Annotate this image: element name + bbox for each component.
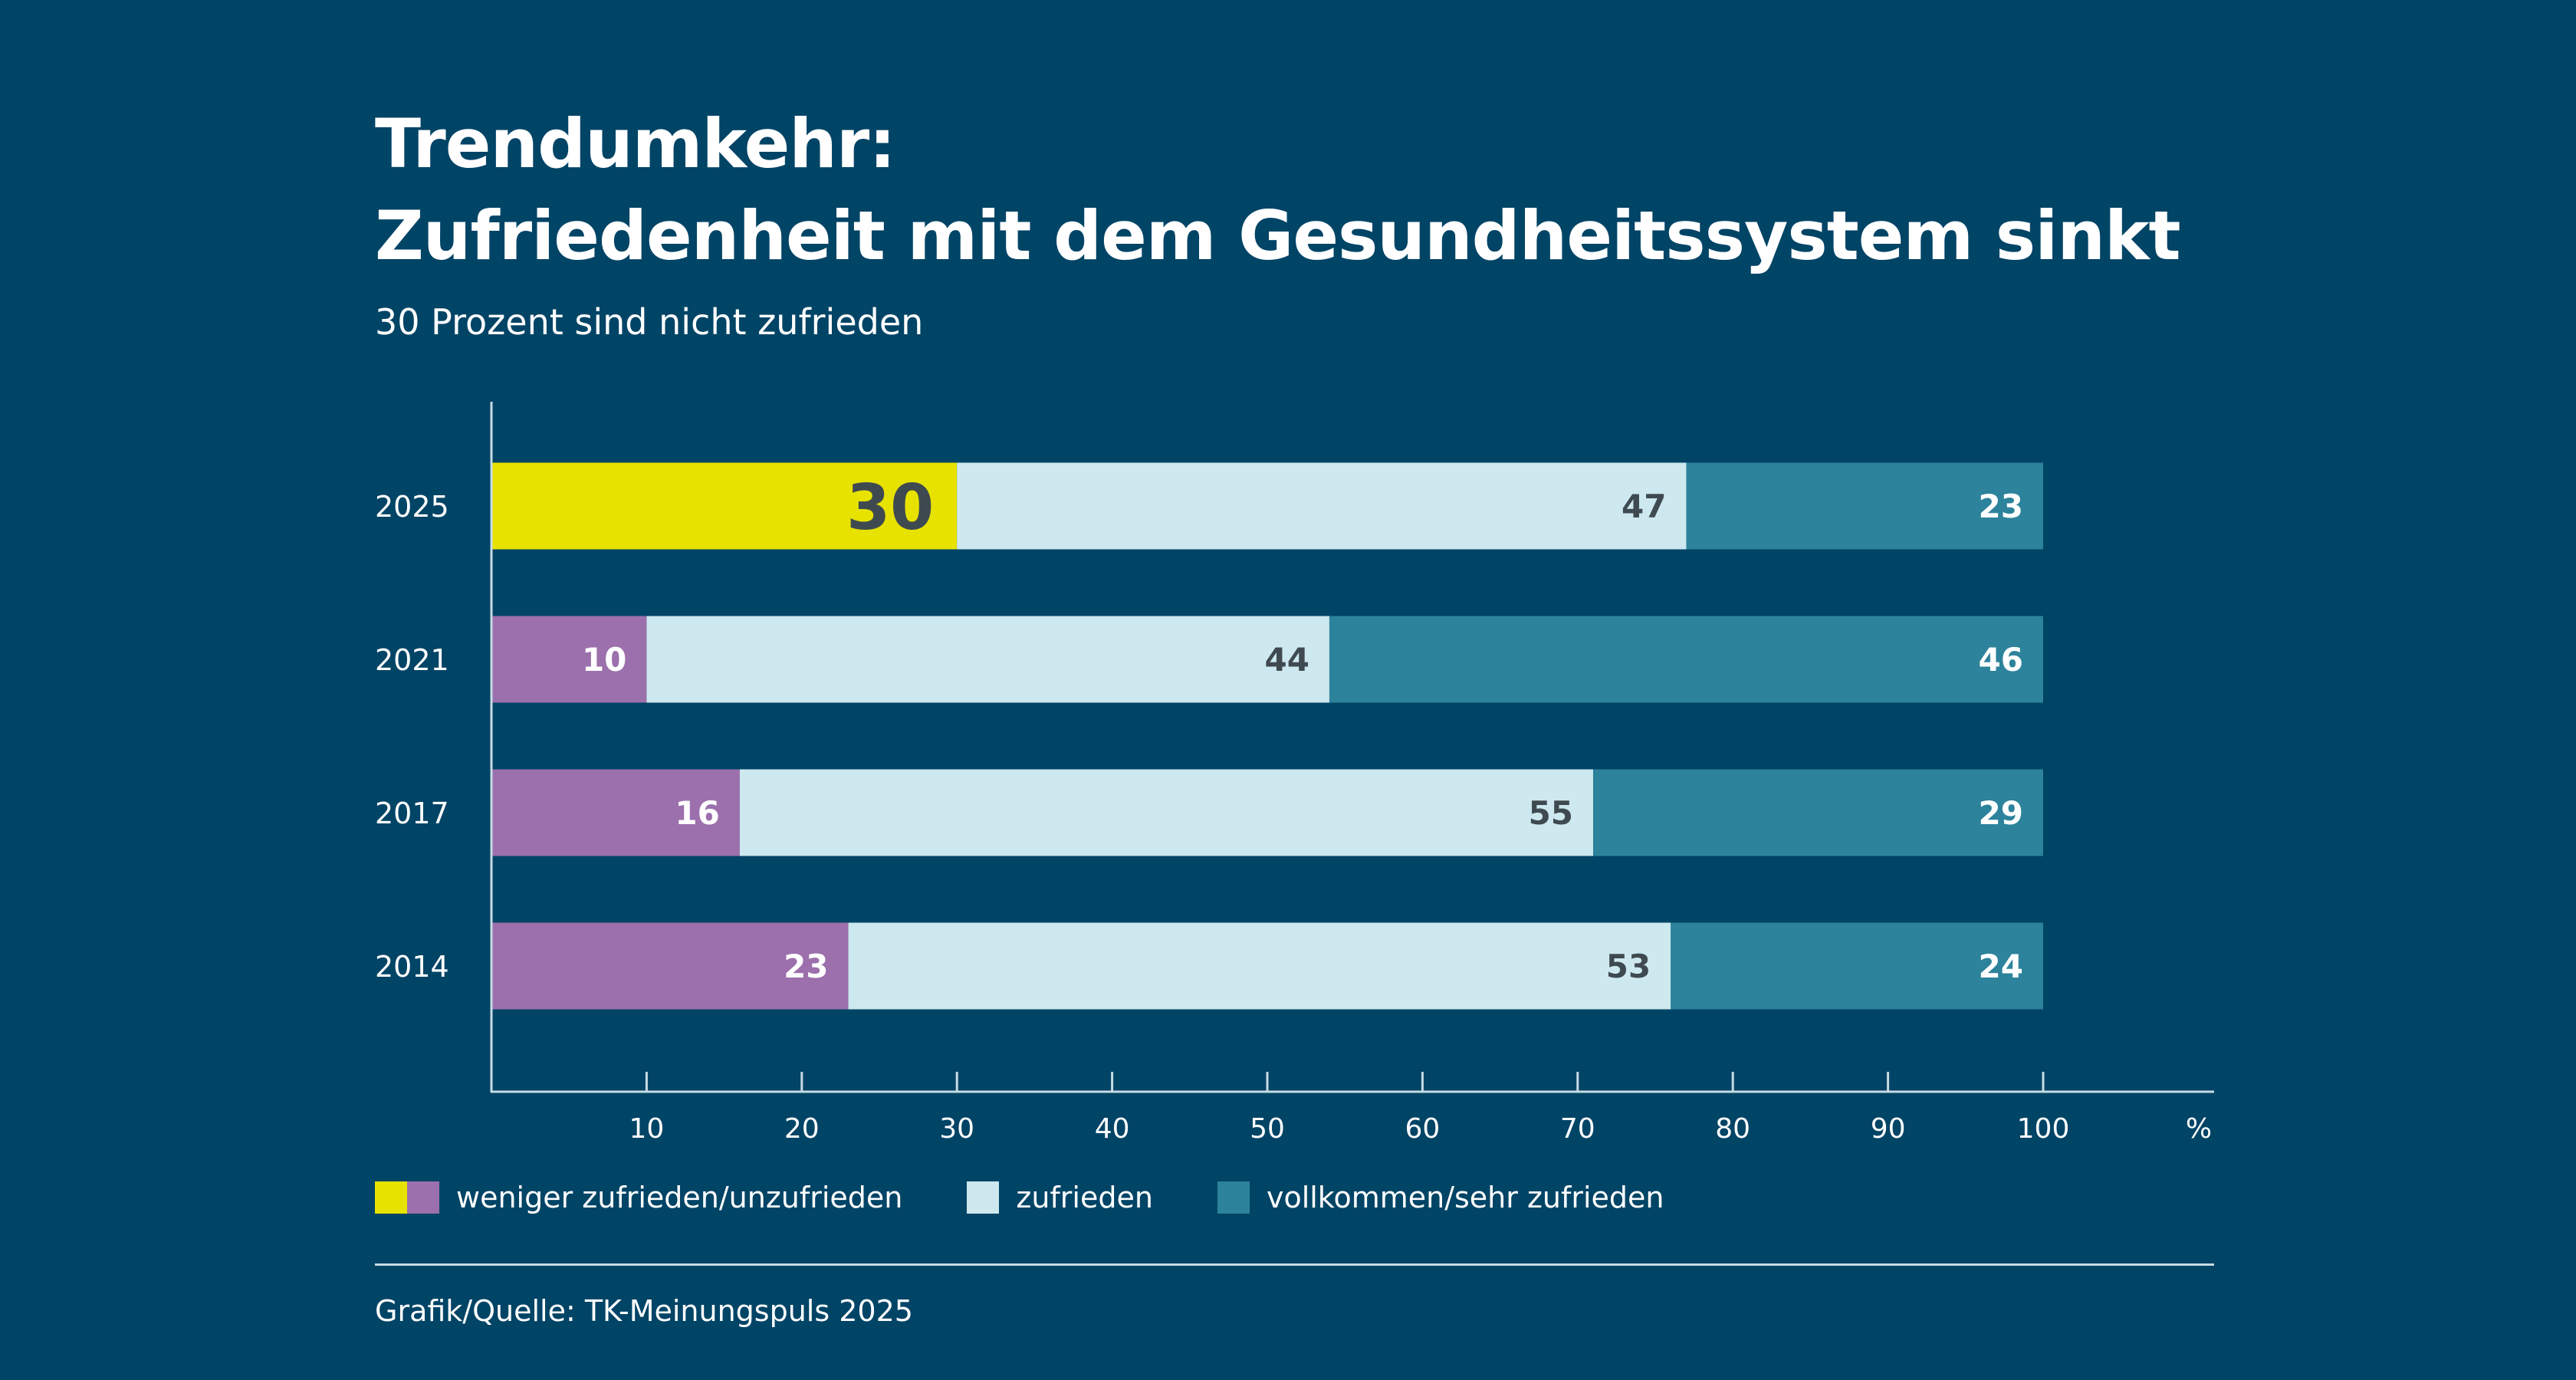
x-tick-label-30: 30 bbox=[939, 1113, 974, 1145]
y-tick-label-2025: 2025 bbox=[375, 490, 449, 524]
x-tick-label-90: 90 bbox=[1871, 1113, 1906, 1145]
bar-value-label-2025-zufrieden: 47 bbox=[1622, 488, 1666, 525]
bar-value-label-2025-sehr-zufrieden: 23 bbox=[1979, 488, 2023, 525]
bar-2025-sehr-zufrieden bbox=[1686, 462, 2043, 550]
x-tick-label-70: 70 bbox=[1560, 1113, 1595, 1145]
bar-value-label-2017-zufrieden: 55 bbox=[1529, 794, 1573, 832]
legend-swatch-zufrieden bbox=[967, 1181, 1000, 1214]
x-tick-label-100: 100 bbox=[2017, 1113, 2070, 1145]
chart-title-line-2: Zufriedenheit mit dem Gesundheitssystem … bbox=[375, 196, 2181, 275]
x-tick-label-20: 20 bbox=[784, 1113, 820, 1145]
bar-2021-unzufrieden bbox=[491, 616, 647, 703]
legend-label-zufrieden: zufrieden bbox=[1016, 1181, 1153, 1214]
y-tick-label-2021: 2021 bbox=[375, 643, 449, 677]
legend-item-zufrieden: zufrieden bbox=[967, 1181, 1153, 1214]
legend-label-sehr-zufrieden: vollkommen/sehr zufrieden bbox=[1266, 1181, 1664, 1214]
chart-subtitle: 30 Prozent sind nicht zufrieden bbox=[375, 301, 924, 343]
bar-2021-zufrieden bbox=[646, 616, 1329, 703]
x-axis-unit-label: % bbox=[2186, 1113, 2212, 1145]
bar-2021-sehr-zufrieden bbox=[1329, 616, 2043, 703]
bar-2025-unzufrieden bbox=[491, 462, 958, 550]
bar-value-label-2021-unzufrieden: 10 bbox=[582, 641, 626, 678]
bar-2017-zufrieden bbox=[739, 769, 1594, 856]
y-tick-label-2014: 2014 bbox=[375, 950, 449, 984]
bar-2017-unzufrieden bbox=[491, 769, 740, 856]
bar-value-label-2014-unzufrieden: 23 bbox=[784, 948, 828, 985]
legend-label-unzufrieden: weniger zufrieden/unzufrieden bbox=[456, 1181, 903, 1214]
legend-swatch-sehr-zufrieden bbox=[1217, 1181, 1250, 1214]
legend-swatch-unzufrieden bbox=[407, 1181, 439, 1214]
chart-title: Trendumkehr: Zufriedenheit mit dem Gesun… bbox=[375, 98, 2181, 282]
x-tick-label-10: 10 bbox=[629, 1113, 664, 1145]
legend-item-unzufrieden: weniger zufrieden/unzufrieden bbox=[375, 1181, 902, 1214]
x-tick-label-80: 80 bbox=[1715, 1113, 1750, 1145]
footer-divider bbox=[375, 1263, 2214, 1266]
bar-value-label-2017-sehr-zufrieden: 29 bbox=[1979, 794, 2023, 832]
x-tick-label-60: 60 bbox=[1405, 1113, 1440, 1145]
bar-2017-sehr-zufrieden bbox=[1593, 769, 2043, 856]
x-tick-label-50: 50 bbox=[1250, 1113, 1285, 1145]
chart-title-line-1: Trendumkehr: bbox=[375, 104, 896, 183]
bar-2014-zufrieden bbox=[848, 922, 1671, 1010]
bar-2014-unzufrieden bbox=[491, 922, 849, 1010]
x-tick-label-40: 40 bbox=[1095, 1113, 1130, 1145]
legend-item-sehr-zufrieden: vollkommen/sehr zufrieden bbox=[1217, 1181, 1664, 1214]
bar-value-label-2014-zufrieden: 53 bbox=[1606, 948, 1651, 985]
bar-value-label-2021-zufrieden: 44 bbox=[1265, 641, 1309, 678]
bar-value-label-2014-sehr-zufrieden: 24 bbox=[1979, 948, 2023, 985]
bar-2025-zufrieden bbox=[957, 462, 1687, 550]
bar-value-label-2017-unzufrieden: 16 bbox=[675, 794, 719, 832]
legend-swatch-unzufrieden-highlight bbox=[375, 1181, 407, 1214]
bar-value-label-2025-unzufrieden: 30 bbox=[846, 472, 934, 544]
chart-legend: weniger zufrieden/unzufrieden zufrieden … bbox=[375, 1178, 1664, 1217]
source-note: Grafik/Quelle: TK-Meinungspuls 2025 bbox=[375, 1294, 913, 1328]
y-tick-label-2017: 2017 bbox=[375, 797, 449, 830]
bar-2014-sehr-zufrieden bbox=[1671, 922, 2043, 1010]
bar-value-label-2021-sehr-zufrieden: 46 bbox=[1979, 641, 2023, 678]
